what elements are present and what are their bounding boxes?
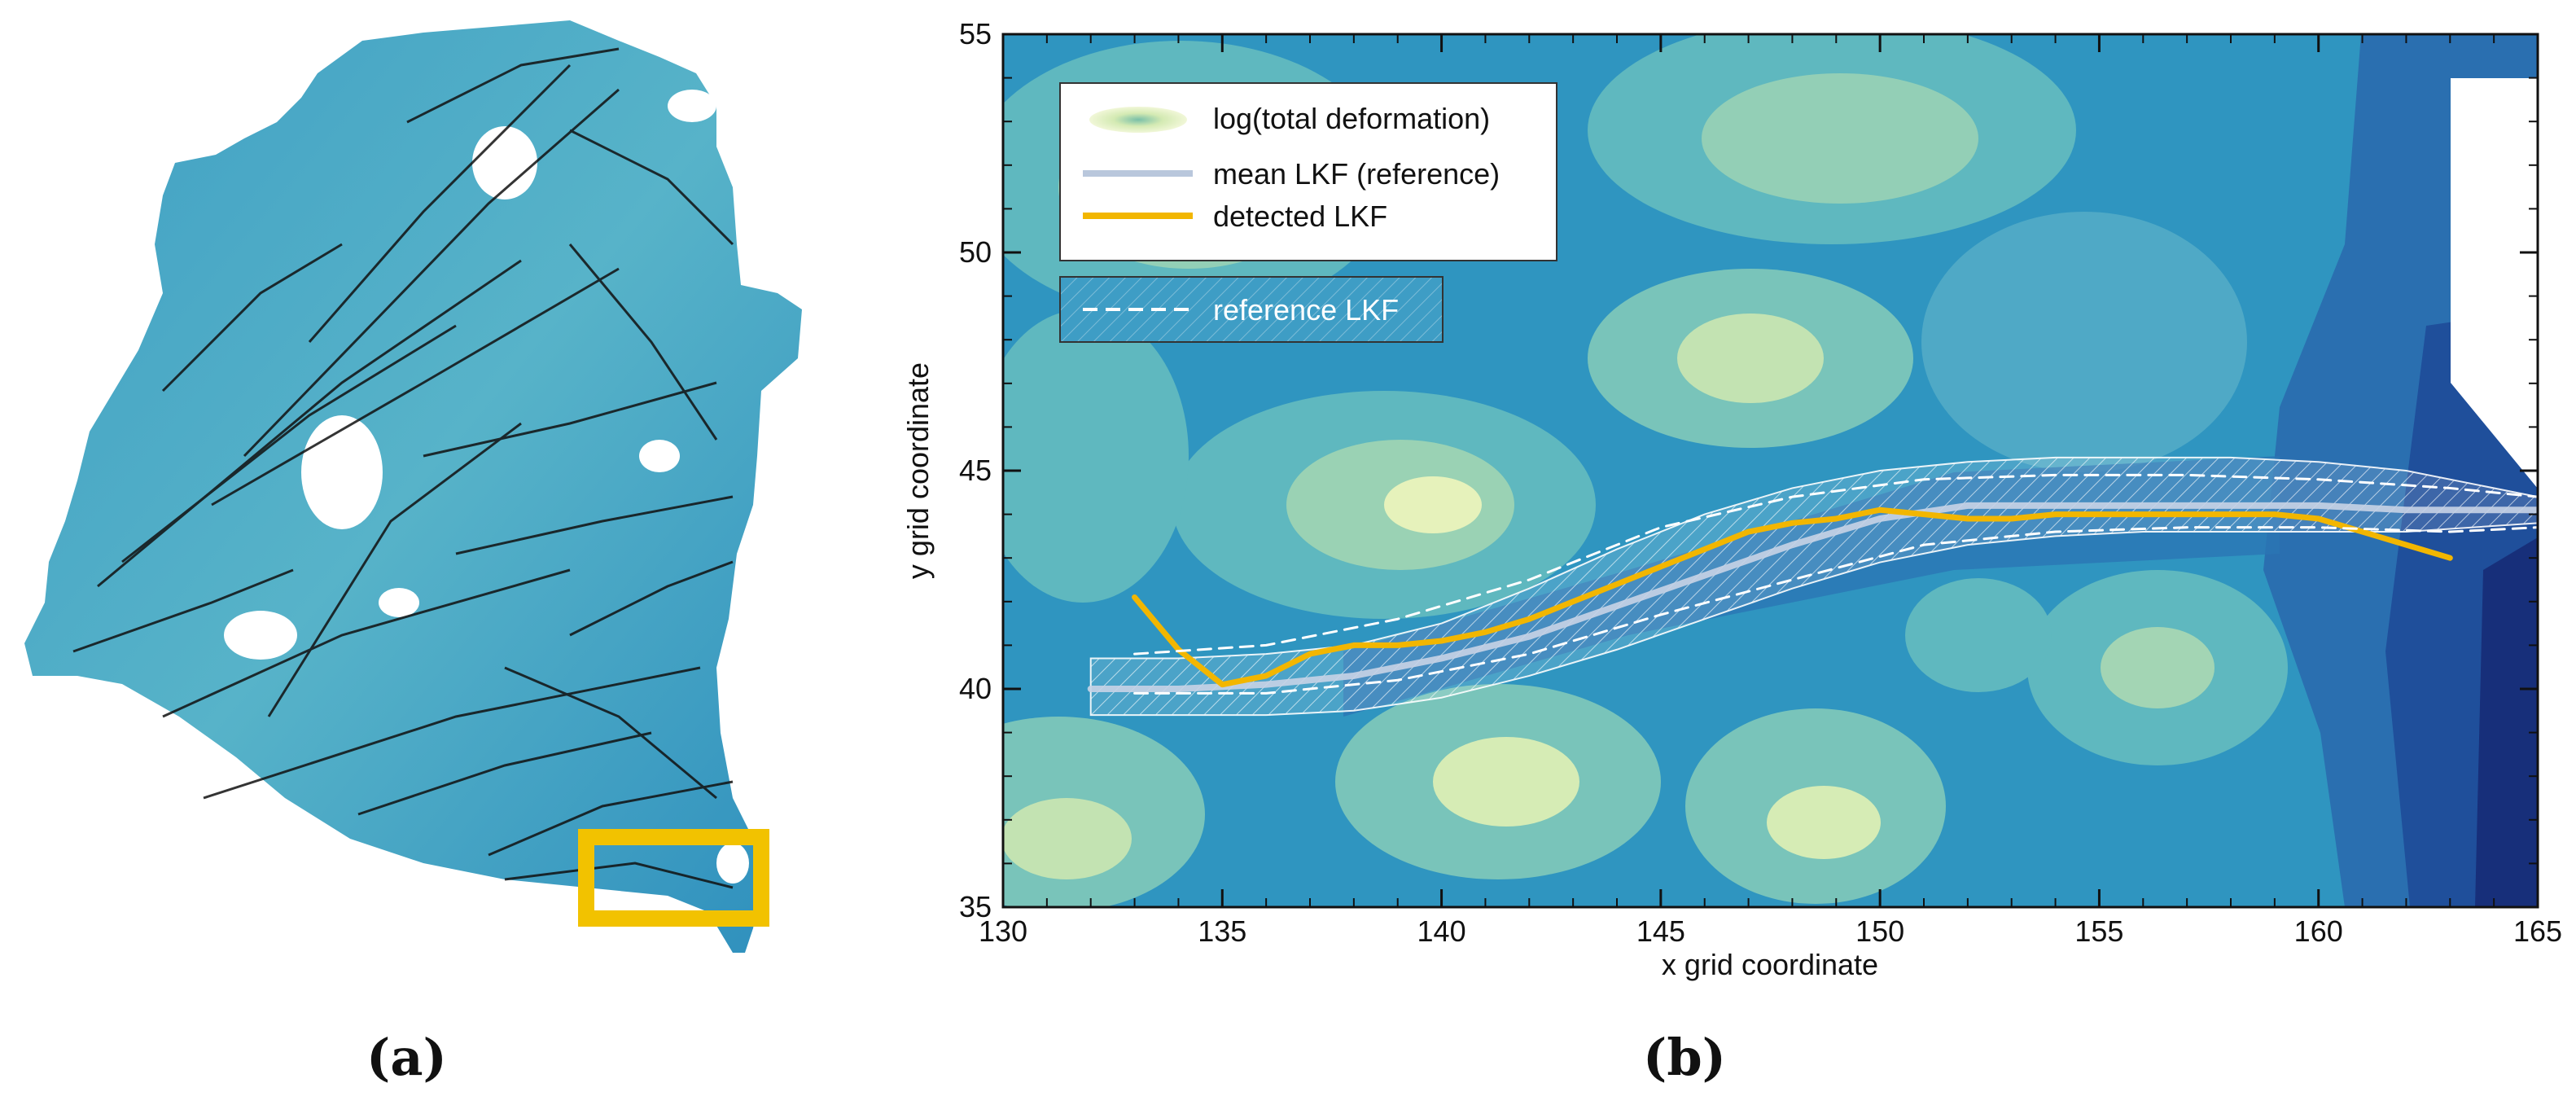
y-tick-label: 45 — [959, 454, 992, 487]
x-axis-label: x grid coordinate — [1662, 948, 1878, 981]
axis-ticks: 130 135 140 145 150 155 160 165 35 40 45 50 55 — [959, 17, 2562, 948]
series-line-1 — [1132, 506, 2453, 688]
legend-hatch-swatch — [1061, 278, 1442, 341]
series-layer — [1087, 473, 2538, 695]
y-tick-label: 40 — [959, 672, 992, 705]
legend-secondary: reference LKF — [1059, 276, 1444, 343]
y-axis-label: y grid coordinate — [901, 362, 935, 579]
legend: log(total deformation) mean LKF (referen… — [1059, 82, 1557, 261]
x-tick-label: 160 — [2294, 914, 2343, 948]
x-tick-label: 145 — [1636, 914, 1685, 948]
x-tick-label: 150 — [1855, 914, 1904, 948]
series-line-0 — [1087, 502, 2538, 692]
legend-label-detected: detected LKF — [1213, 200, 1387, 233]
series-line-3 — [1133, 526, 2538, 695]
x-tick-label: 155 — [2074, 914, 2123, 948]
lkf-uncertainty-band — [1089, 456, 2538, 717]
legend-label-reference: reference LKF — [1213, 293, 1399, 327]
y-tick-label: 50 — [959, 235, 992, 269]
legend-contour-swatch — [1089, 107, 1187, 133]
panel-b-label: (b) — [1643, 1028, 1727, 1087]
highlight-box — [578, 829, 769, 927]
y-tick-label: 35 — [959, 890, 992, 923]
lkf-lines — [72, 47, 734, 889]
y-tick-label: 55 — [959, 17, 992, 50]
legend-label-deformation: log(total deformation) — [1213, 102, 1490, 135]
sea-ice-map — [24, 20, 802, 953]
x-tick-label: 165 — [2513, 914, 2562, 948]
panel-a-label: (a) — [366, 1028, 447, 1087]
series-line-2 — [1133, 473, 2538, 656]
legend-label-mean: mean LKF (reference) — [1213, 157, 1500, 191]
ice-holes — [224, 90, 749, 884]
ice-region — [24, 20, 802, 953]
lkf-contour-chart: 130 135 140 145 150 155 160 165 35 40 45 50 55 x gri… — [901, 17, 2562, 981]
x-tick-label: 130 — [979, 914, 1027, 948]
x-tick-label: 135 — [1198, 914, 1246, 948]
x-tick-label: 140 — [1417, 914, 1466, 948]
